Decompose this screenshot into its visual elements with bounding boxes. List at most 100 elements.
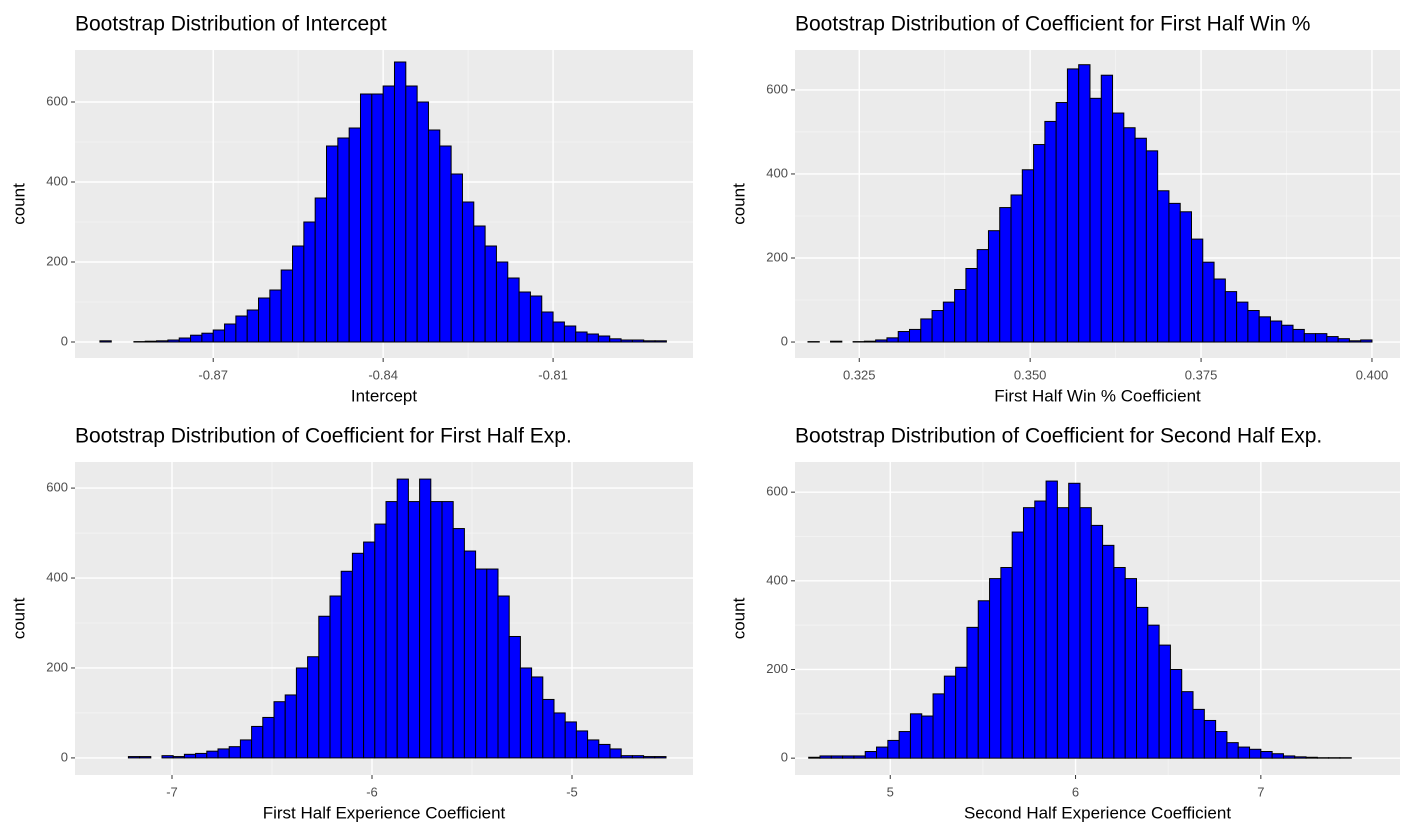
bar <box>235 315 248 343</box>
bar <box>620 339 633 343</box>
bar <box>318 615 331 759</box>
bar <box>340 570 353 759</box>
bar <box>609 338 622 343</box>
y-tick-label: 200 <box>46 659 68 674</box>
bar <box>1045 480 1058 759</box>
bar <box>931 310 944 343</box>
bar <box>190 334 203 343</box>
bar <box>1226 742 1239 759</box>
bar <box>430 501 443 759</box>
bar <box>1247 310 1260 343</box>
bar <box>1281 324 1294 343</box>
bar <box>351 552 365 759</box>
y-tick-label: 600 <box>766 484 788 499</box>
bar <box>348 127 361 343</box>
bar <box>853 755 866 759</box>
y-tick-label: 400 <box>766 572 788 587</box>
bar <box>497 595 510 759</box>
bar <box>1282 755 1296 759</box>
x-tick-label: 0.400 <box>1356 367 1389 382</box>
bar <box>441 501 454 759</box>
bar <box>1022 507 1036 759</box>
bar <box>393 61 407 343</box>
bar <box>224 323 237 343</box>
bar <box>1236 301 1249 343</box>
bar <box>273 701 286 759</box>
x-axis-title: First Half Win % Coefficient <box>994 386 1201 405</box>
bar <box>1169 668 1183 759</box>
x-axis-title: Second Half Experience Coefficient <box>964 803 1231 822</box>
bar <box>819 755 832 759</box>
x-tick-label: -0.87 <box>198 367 228 382</box>
bar <box>99 340 112 343</box>
bar <box>127 756 141 759</box>
bar <box>1021 169 1035 343</box>
bar <box>452 528 465 759</box>
bar <box>620 755 633 759</box>
bar <box>563 325 577 343</box>
bar <box>371 93 384 343</box>
chart-title: Bootstrap Distribution of Coefficient fo… <box>75 425 572 448</box>
y-tick-label: 600 <box>46 480 68 495</box>
bar <box>1089 97 1102 343</box>
bar <box>519 667 533 759</box>
bar <box>228 746 241 759</box>
bar <box>887 739 900 759</box>
bar <box>292 245 305 343</box>
bar <box>1066 68 1080 343</box>
bar <box>1010 194 1023 343</box>
bar <box>1158 644 1171 759</box>
bar <box>486 568 499 759</box>
bar <box>909 713 923 759</box>
bar <box>280 269 294 343</box>
y-tick-label: 0 <box>781 333 788 348</box>
bar <box>1102 544 1115 759</box>
bar <box>564 721 577 759</box>
y-tick-label: 600 <box>766 81 788 96</box>
bar <box>161 755 174 759</box>
x-tick-label: -5 <box>566 784 578 799</box>
y-tick-label: 200 <box>766 249 788 264</box>
bar <box>484 245 497 343</box>
y-tick-label: 400 <box>766 165 788 180</box>
bar <box>864 751 878 759</box>
bar <box>363 541 376 759</box>
bar <box>954 289 967 343</box>
bar <box>1179 211 1192 343</box>
x-tick-label: -7 <box>166 784 178 799</box>
bar <box>1068 482 1081 759</box>
bar <box>830 340 843 343</box>
bar <box>631 339 645 343</box>
bar <box>897 331 911 343</box>
bar <box>1168 202 1181 343</box>
bar <box>1033 144 1046 343</box>
bar <box>898 731 911 759</box>
x-axis-title: Intercept <box>351 386 417 405</box>
bar <box>1326 336 1339 343</box>
bar <box>965 267 978 343</box>
bar <box>1303 333 1317 343</box>
bar <box>955 666 968 759</box>
bar <box>385 501 398 759</box>
bar <box>461 201 475 343</box>
chart-title: Bootstrap Distribution of Intercept <box>75 13 387 36</box>
bar <box>508 635 521 759</box>
bar <box>575 331 588 343</box>
bar <box>1090 524 1104 759</box>
bar <box>419 478 432 759</box>
bar <box>359 93 373 343</box>
bar <box>326 145 339 343</box>
bar <box>178 337 192 343</box>
x-tick-label: 6 <box>1072 784 1079 799</box>
y-tick-label: 0 <box>781 750 788 765</box>
y-tick-label: 400 <box>46 569 68 584</box>
bar <box>262 716 275 759</box>
bar <box>416 101 429 343</box>
bar <box>258 297 271 343</box>
bar <box>921 715 934 759</box>
bar <box>439 145 452 343</box>
bar <box>518 291 531 343</box>
bar <box>529 295 543 343</box>
y-axis-title: count <box>9 183 28 225</box>
